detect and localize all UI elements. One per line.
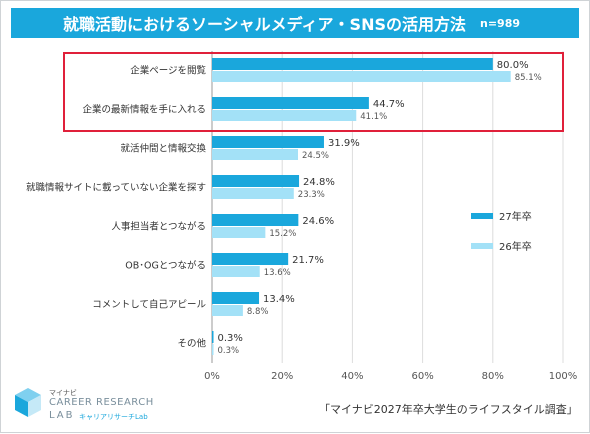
- value-label-26: 13.6%: [264, 268, 291, 278]
- bar-26: [212, 149, 298, 160]
- category-label: 企業の最新情報を手に入れる: [82, 104, 206, 116]
- x-tick-label: 20%: [271, 371, 293, 382]
- value-label-26: 8.8%: [247, 307, 269, 317]
- value-label-26: 0.3%: [218, 346, 240, 356]
- legend-swatch-27: [471, 213, 493, 219]
- bar-27: [212, 331, 214, 343]
- value-label-27: 24.8%: [303, 177, 335, 188]
- logo-lab-text: LAB: [49, 410, 75, 421]
- cube-logo-icon: [15, 388, 41, 417]
- x-tick-label: 60%: [411, 371, 433, 382]
- bar-26: [212, 110, 357, 121]
- bar-26: [212, 188, 294, 199]
- value-label-26: 24.5%: [302, 151, 329, 161]
- x-tick-label: 100%: [549, 371, 578, 382]
- bar-27: [212, 136, 324, 148]
- source-note: 「マイナビ2027年卒大学生のライフスタイル調査」: [319, 403, 578, 416]
- bar-27: [212, 214, 299, 226]
- highlight-box: [63, 52, 564, 132]
- logo-kana-text: キャリアリサーチLab: [79, 413, 148, 421]
- value-label-27: 21.7%: [292, 255, 324, 266]
- career-research-lab-logo: マイナビ CAREER RESEARCH LAB キャリアリサーチLab: [13, 386, 183, 426]
- value-label-26: 15.2%: [269, 229, 296, 239]
- value-label-27: 13.4%: [263, 294, 295, 305]
- category-label: コメントして自己アピール: [92, 299, 206, 311]
- bar-27: [212, 292, 260, 304]
- bar-26: [212, 227, 266, 238]
- bar-27: [212, 175, 300, 187]
- value-label-26: 23.3%: [298, 190, 325, 200]
- x-tick-label: 0%: [204, 371, 220, 382]
- chart-title: 就職活動におけるソーシャルメディア・SNSの活用方法: [63, 15, 466, 34]
- bar-26: [212, 266, 260, 277]
- legend-swatch-26: [471, 243, 493, 249]
- sample-size: n=989: [480, 16, 521, 30]
- value-label-27: 24.6%: [302, 216, 334, 227]
- x-tick-label: 80%: [482, 371, 504, 382]
- category-label: OB･OGとつながる: [125, 260, 206, 272]
- bar-26: [212, 305, 243, 316]
- value-label-26: 41.1%: [360, 112, 387, 122]
- title-bar: 就職活動におけるソーシャルメディア・SNSの活用方法 n=989: [11, 8, 579, 38]
- value-label-26: 85.1%: [515, 73, 542, 83]
- value-label-27: 0.3%: [218, 333, 243, 344]
- category-label: 人事担当者とつながる: [111, 221, 206, 233]
- x-tick-label: 40%: [341, 371, 363, 382]
- value-label-27: 80.0%: [497, 60, 529, 71]
- category-label: 企業ページを閲覧: [130, 65, 206, 77]
- logo-brand: マイナビ: [49, 389, 77, 397]
- value-label-27: 44.7%: [373, 99, 405, 110]
- bar-26: [212, 71, 511, 82]
- value-label-27: 31.9%: [328, 138, 360, 149]
- legend-label-27: 27年卒: [499, 210, 532, 223]
- bar-26: [212, 344, 214, 355]
- category-label: その他: [177, 338, 206, 350]
- logo-main-text: CAREER RESEARCH: [49, 397, 154, 408]
- bar-27: [212, 58, 493, 70]
- bar-27: [212, 97, 369, 109]
- legend-label-26: 26年卒: [499, 240, 532, 253]
- bar-27: [212, 253, 289, 265]
- category-label: 就活仲間と情報交換: [120, 143, 206, 155]
- category-label: 就職情報サイトに載っていない企業を探す: [26, 182, 206, 194]
